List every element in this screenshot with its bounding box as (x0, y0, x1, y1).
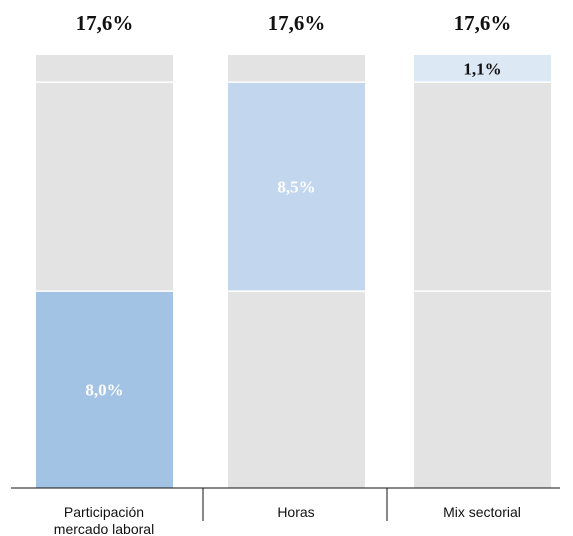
bar-segment (414, 55, 551, 83)
category-label: Participación mercado laboral (54, 504, 154, 536)
bar-segment (228, 82, 365, 292)
segment-value-label: 8,0% (85, 381, 123, 400)
total-value-label: 17,6% (76, 11, 134, 35)
category-label: Horas (277, 504, 314, 520)
total-value-label: 17,6% (454, 11, 512, 35)
segment-value-label: 1,1% (463, 60, 501, 79)
category-label-line: Horas (277, 504, 314, 520)
category-label: Mix sectorial (443, 504, 521, 520)
segment-value-label: 8,5% (277, 178, 315, 197)
total-value-label: 17,6% (268, 11, 326, 35)
category-label-line: Participación (64, 504, 144, 520)
category-label-line: mercado laboral (54, 521, 154, 536)
bar-segment (36, 291, 173, 488)
bar-background (414, 55, 551, 488)
category-label-line: Mix sectorial (443, 504, 521, 520)
